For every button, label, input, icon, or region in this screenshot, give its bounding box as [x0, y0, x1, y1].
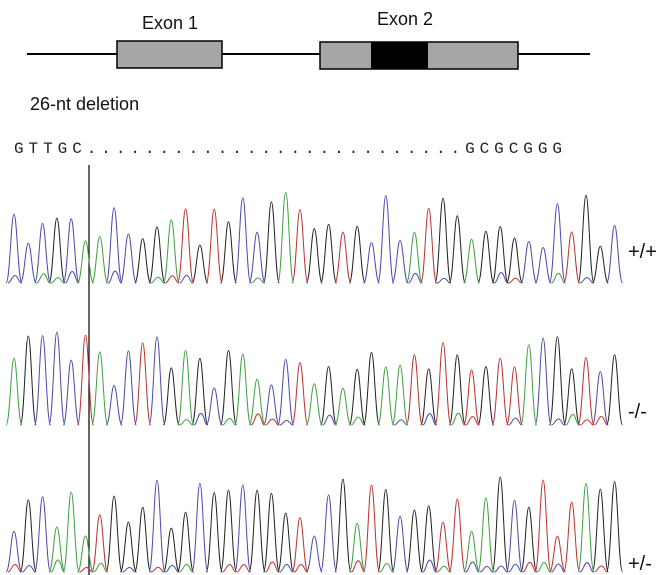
- genotype-label: +/-: [628, 553, 652, 575]
- exon-box: [117, 41, 222, 68]
- gene-diagram: Exon 1 Exon 2: [27, 9, 590, 69]
- trace: [49, 483, 594, 572]
- figure: Exon 1 Exon 2 26-nt deletion GTTGC......…: [0, 0, 668, 575]
- genotype-label: +/+: [628, 241, 657, 263]
- trace: [37, 192, 565, 283]
- chromatograms: [6, 192, 623, 572]
- deletion-label: 26-nt deletion: [30, 94, 139, 114]
- exon-label: Exon 1: [142, 13, 198, 33]
- genotype-label: -/-: [628, 401, 647, 423]
- deleted-region: [371, 42, 428, 69]
- exon-label: Exon 2: [377, 9, 433, 29]
- trace: [35, 332, 609, 425]
- trace: [6, 480, 593, 572]
- trace: [6, 345, 579, 425]
- trace: [20, 477, 622, 572]
- sequence: GTTGC..........................GCGCGGG: [14, 140, 562, 158]
